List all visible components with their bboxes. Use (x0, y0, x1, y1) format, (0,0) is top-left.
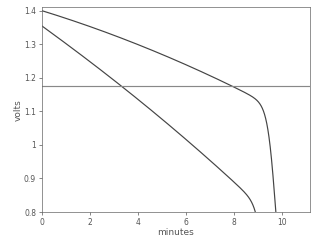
X-axis label: minutes: minutes (158, 228, 194, 237)
Y-axis label: volts: volts (13, 99, 22, 120)
